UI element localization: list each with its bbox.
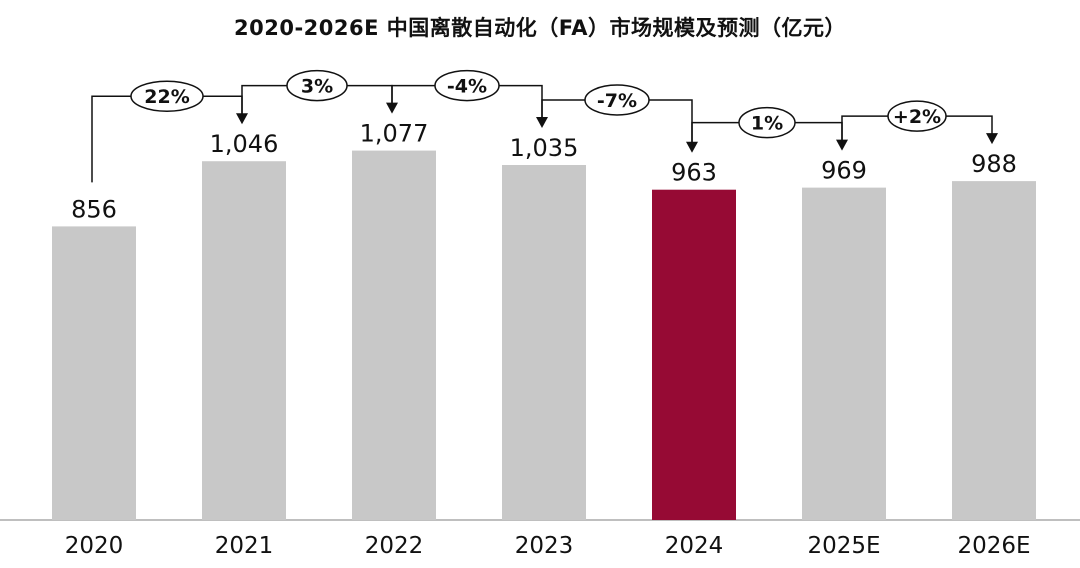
arrow-down-icon [236, 113, 248, 125]
bar-2026E [952, 181, 1036, 520]
growth-oval [286, 69, 348, 102]
bar-2020 [52, 226, 136, 520]
growth-oval [738, 106, 796, 139]
growth-annotation-6: +2% [841, 100, 998, 145]
growth-annotation-1: 22% [91, 80, 248, 183]
bars-layer [52, 150, 1036, 521]
x-tick-label-2022: 2022 [365, 533, 424, 559]
value-label-2020: 856 [71, 195, 117, 223]
growth-label: 22% [144, 86, 189, 108]
value-label-2026E: 988 [971, 150, 1017, 178]
growth-label: -7% [597, 90, 637, 112]
value-label-2022: 1,077 [360, 120, 429, 148]
arrow-down-icon [836, 139, 848, 151]
value-label-2025E: 969 [821, 157, 867, 185]
arrow-down-icon [986, 133, 998, 145]
bar-2024 [652, 189, 736, 521]
x-tick-label-2024: 2024 [665, 533, 724, 559]
bar-2021 [202, 161, 286, 521]
growth-oval [434, 69, 500, 102]
x-tick-label-2020: 2020 [65, 533, 124, 559]
bar-2025E [802, 187, 886, 520]
growth-annotation-4: -7% [541, 84, 698, 153]
x-tick-label-2026E: 2026E [957, 533, 1030, 559]
arrow-down-icon [386, 102, 398, 114]
growth-annotation-2: 3% [241, 69, 398, 118]
x-tick-label-2025E: 2025E [807, 533, 880, 559]
growth-oval [584, 84, 650, 116]
x-tick-label-2023: 2023 [515, 533, 574, 559]
bar-2022 [352, 150, 436, 521]
value-label-2023: 1,035 [510, 134, 579, 162]
growth-oval [887, 100, 947, 132]
value-label-2024: 963 [671, 159, 717, 187]
arrow-down-icon [536, 116, 548, 128]
arrow-down-icon [686, 141, 698, 153]
value-label-2021: 1,046 [210, 130, 279, 158]
growth-label: 1% [751, 113, 783, 135]
growth-annotation-5: 1% [691, 106, 848, 151]
growth-label: 3% [301, 76, 333, 98]
labels-layer: 856 2020 1,046 2021 1,077 2022 1,035 2023 963 202… [65, 120, 1031, 559]
growth-label: +2% [893, 106, 941, 128]
bar-2023 [502, 164, 586, 520]
growth-oval [130, 80, 204, 112]
growth-label: -4% [447, 76, 487, 98]
x-tick-label-2021: 2021 [215, 533, 274, 559]
growth-annotations: 22% 3% -4% -7% 1% +2% [91, 69, 998, 183]
chart-title: 2020-2026E 中国离散自动化（FA）市场规模及预测（亿元） [234, 16, 846, 40]
